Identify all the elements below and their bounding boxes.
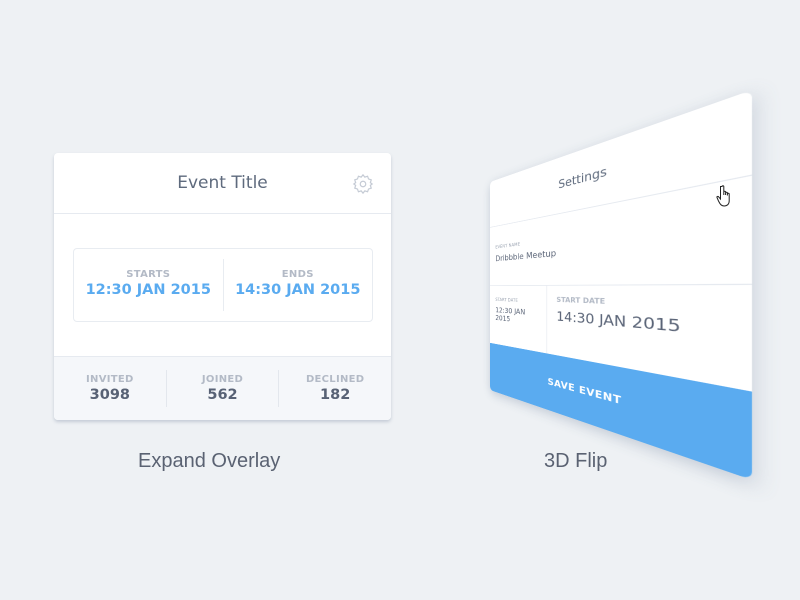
hand-cursor-icon <box>714 184 734 208</box>
ends-value: 14:30 JAN 2015 <box>224 282 373 298</box>
starts-label: STARTS <box>74 269 223 280</box>
date-range: STARTS 12:30 JAN 2015 ENDS 14:30 JAN 2015 <box>73 248 373 322</box>
stats-bar: INVITED 3098 JOINED 562 DECLINED 182 <box>54 356 391 420</box>
starts-value: 12:30 JAN 2015 <box>74 282 223 298</box>
stat-joined: JOINED 562 <box>166 370 279 407</box>
stat-value: 182 <box>279 387 391 403</box>
start-date2-label: START DATE <box>556 296 730 311</box>
settings-card: Settings EVENT NAME Dribbble Meetup STAR… <box>490 90 752 480</box>
flip-caption: 3D Flip <box>544 450 607 473</box>
start-date-value: 12:30 JAN 2015 <box>495 306 539 327</box>
stat-declined: DECLINED 182 <box>278 370 391 407</box>
overlay-caption: Expand Overlay <box>138 450 280 473</box>
start-date-label: START DATE <box>495 297 539 304</box>
stat-value: 3098 <box>54 387 166 403</box>
card-header: Event Title <box>54 153 391 214</box>
stat-label: JOINED <box>167 374 279 385</box>
start-date-field[interactable]: START DATE 12:30 JAN 2015 <box>490 286 547 354</box>
stat-value: 562 <box>167 387 279 403</box>
ends-label: ENDS <box>224 269 373 280</box>
stat-label: DECLINED <box>279 374 391 385</box>
event-title: Event Title <box>177 173 268 193</box>
start-date2-value: 14:30 JAN 2015 <box>556 309 730 342</box>
gear-icon[interactable] <box>352 173 374 195</box>
event-card: Event Title STARTS 12:30 JAN 2015 ENDS 14:… <box>54 153 391 420</box>
stat-label: INVITED <box>54 374 166 385</box>
stat-invited: INVITED 3098 <box>54 357 166 420</box>
